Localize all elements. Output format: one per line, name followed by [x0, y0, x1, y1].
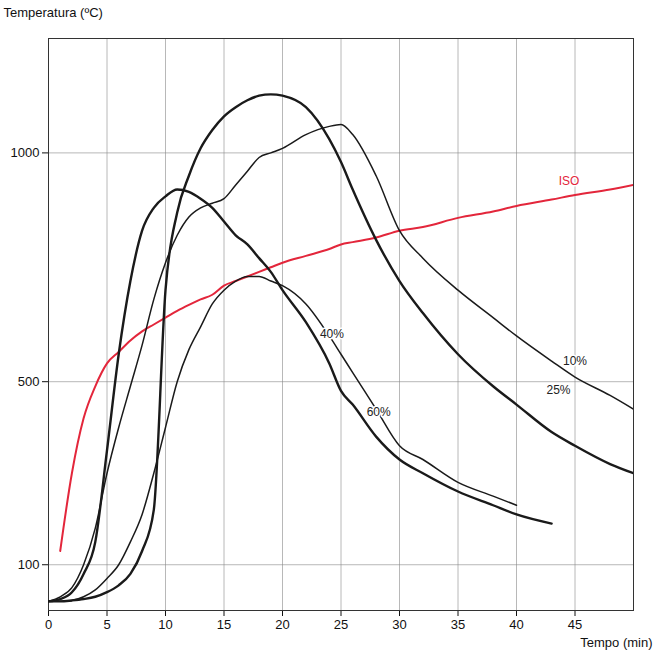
svg-text:15: 15 — [217, 617, 231, 632]
svg-text:45: 45 — [568, 617, 582, 632]
svg-text:40%: 40% — [320, 327, 344, 341]
svg-text:60%: 60% — [367, 405, 391, 419]
svg-text:35: 35 — [451, 617, 465, 632]
svg-text:10%: 10% — [563, 354, 587, 368]
svg-text:25%: 25% — [547, 383, 571, 397]
svg-text:500: 500 — [18, 374, 40, 389]
svg-text:1000: 1000 — [11, 145, 40, 160]
svg-text:40: 40 — [509, 617, 523, 632]
svg-text:100: 100 — [18, 557, 40, 572]
svg-text:0: 0 — [45, 617, 52, 632]
svg-text:5: 5 — [103, 617, 110, 632]
svg-text:ISO: ISO — [559, 174, 580, 188]
svg-text:25: 25 — [334, 617, 348, 632]
svg-text:Temperatura (ºC): Temperatura (ºC) — [4, 5, 103, 20]
svg-text:30: 30 — [392, 617, 406, 632]
svg-text:Tempo (min): Tempo (min) — [580, 635, 652, 650]
svg-text:10: 10 — [158, 617, 172, 632]
svg-text:20: 20 — [275, 617, 289, 632]
